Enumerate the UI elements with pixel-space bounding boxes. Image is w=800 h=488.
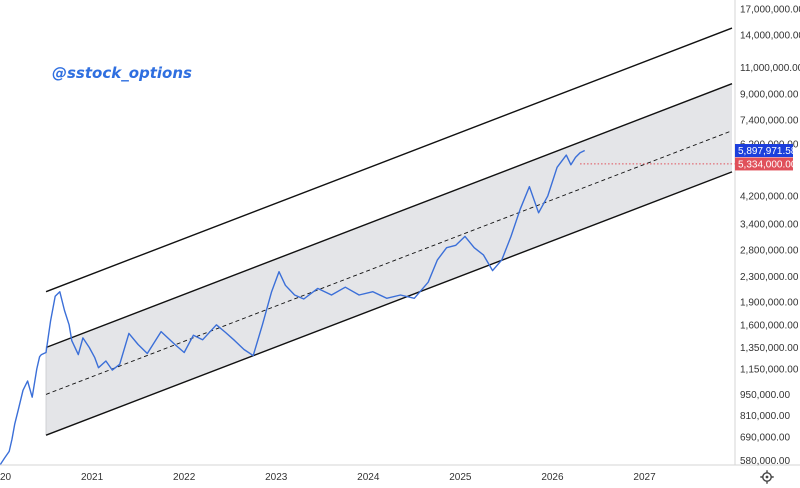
- price-axis-tick-label: 17,000,000.00: [740, 5, 800, 16]
- price-axis-tick-label: 690,000.00: [740, 433, 790, 444]
- settings-gear-icon[interactable]: [760, 470, 774, 484]
- price-axis-tick-label: 2,300,000.00: [740, 272, 799, 283]
- price-axis-tick-label: 3,400,000.00: [740, 220, 799, 231]
- channel-lower-line: [45, 171, 733, 436]
- time-axis-tick-label: 2026: [541, 472, 564, 483]
- price-axis-tick-label: 2,800,000.00: [740, 246, 799, 257]
- price-tag-label: 5,897,971.58: [738, 146, 797, 157]
- price-tag-reference: [735, 157, 793, 171]
- price-axis-tick-label: 1,350,000.00: [740, 343, 799, 354]
- price-axis-tick-label: 1,600,000.00: [740, 320, 799, 331]
- time-axis-tick-label: 2027: [633, 472, 656, 483]
- channel-mid-upper-line: [45, 83, 733, 349]
- price-axis-tick-label: 4,200,000.00: [740, 191, 799, 202]
- price-axis-tick-label: 810,000.00: [740, 411, 790, 422]
- time-axis-tick-label: 2023: [265, 472, 288, 483]
- channel-upper-line: [45, 27, 733, 293]
- time-axis-tick-label: 2022: [173, 472, 196, 483]
- price-series-line: [0, 149, 586, 466]
- price-tag-label: 5,334,000.00: [738, 159, 797, 170]
- price-axis-tick-label: 1,900,000.00: [740, 297, 799, 308]
- time-axis-tick-label: 2024: [357, 472, 380, 483]
- price-axis-tick-label: 14,000,000.00: [740, 31, 800, 42]
- price-axis-tick-label: 1,150,000.00: [740, 364, 799, 375]
- price-axis-tick-label: 11,000,000.00: [740, 63, 800, 74]
- time-axis-tick-label: 2021: [81, 472, 104, 483]
- price-axis-tick-label: 580,000.00: [740, 456, 790, 467]
- price-tag-current: [735, 144, 793, 158]
- price-axis-tick-label: 950,000.00: [740, 390, 790, 401]
- channel-median-line: [45, 130, 733, 395]
- price-axis-tick-label: 7,400,000.00: [740, 116, 799, 127]
- watermark: @sstock_options: [52, 64, 192, 82]
- channel-band: [46, 83, 733, 436]
- time-axis-tick-label: 2025: [449, 472, 472, 483]
- price-axis-tick-label: 9,000,000.00: [740, 90, 799, 101]
